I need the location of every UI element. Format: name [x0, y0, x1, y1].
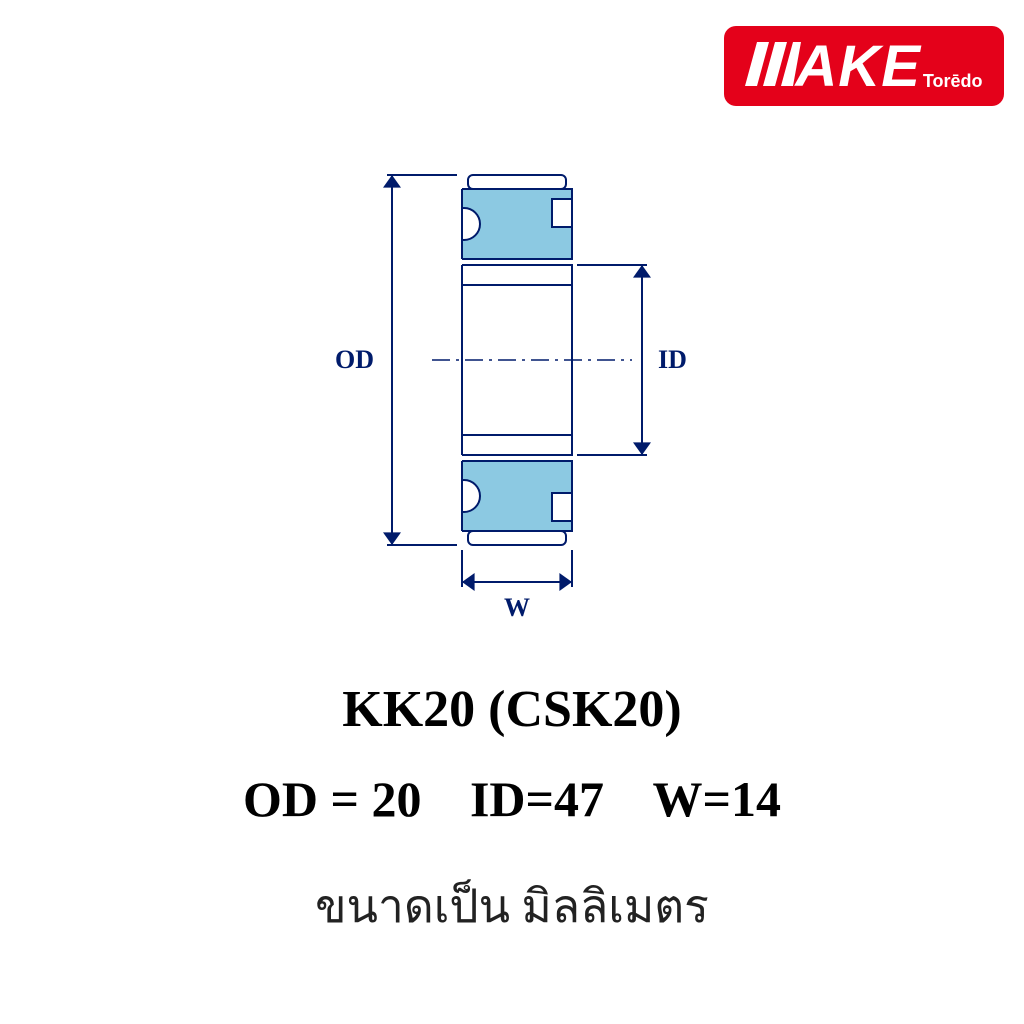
bearing-diagram: OD ID W	[0, 120, 1024, 640]
dim-w: W=14	[653, 771, 782, 827]
product-dimensions: OD = 20 ID=47 W=14	[0, 770, 1024, 828]
brand-logo-main: AKE	[745, 33, 920, 100]
svg-text:ID: ID	[658, 345, 687, 374]
brand-logo: AKE Torēdo	[724, 26, 1004, 106]
product-title: KK20 (CSK20)	[0, 680, 1024, 739]
svg-text:OD: OD	[335, 345, 374, 374]
brand-logo-stripes-icon	[745, 33, 801, 100]
dim-od: OD = 20	[243, 771, 422, 827]
svg-text:W: W	[504, 593, 530, 622]
brand-logo-sub-text: Torēdo	[923, 71, 983, 92]
brand-logo-main-text: AKE	[795, 33, 920, 100]
unit-note: ขนาดเป็น มิลลิเมตร	[0, 870, 1024, 943]
dim-id: ID=47	[470, 771, 604, 827]
